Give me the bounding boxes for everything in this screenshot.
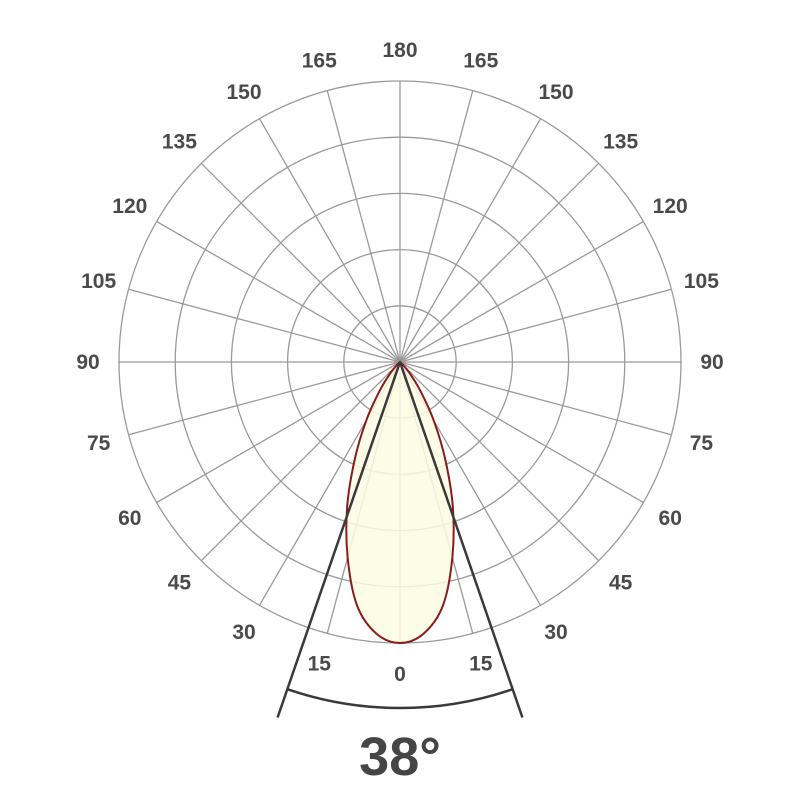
beam-edge-line: [398, 361, 524, 718]
angle-label: 75: [690, 432, 714, 455]
beam-angle-marker: [276, 361, 524, 718]
angle-label: 150: [226, 81, 261, 104]
grid-spoke: [399, 288, 672, 363]
angle-label: 45: [609, 572, 633, 595]
angle-label: 180: [382, 39, 417, 62]
grid-spoke: [399, 361, 644, 504]
grid-spoke: [399, 361, 600, 562]
angle-label: 60: [118, 507, 141, 530]
angle-label: 45: [168, 572, 192, 595]
intensity-lobe: [345, 360, 455, 645]
angle-label: 165: [463, 50, 498, 73]
angle-label: 15: [308, 652, 332, 675]
angle-label: 120: [112, 195, 147, 218]
grid-spoke: [156, 220, 401, 363]
grid-spoke: [399, 220, 644, 363]
grid-spoke: [399, 118, 542, 363]
angle-label: 90: [76, 351, 99, 374]
grid-spoke: [200, 162, 401, 363]
angle-label: 30: [544, 621, 567, 644]
angle-label: 105: [684, 270, 719, 293]
angle-label: 120: [653, 195, 688, 218]
angle-label: 30: [232, 621, 255, 644]
grid-spoke: [399, 90, 474, 363]
grid-spoke: [200, 361, 401, 562]
grid-spoke: [399, 361, 672, 436]
angle-label: 135: [603, 130, 638, 153]
intensity-curve: [345, 360, 455, 645]
grid-spoke: [399, 162, 600, 363]
angle-label: 60: [659, 507, 682, 530]
angle-label: 150: [538, 81, 573, 104]
grid-spoke: [128, 288, 401, 363]
angle-label: 15: [469, 652, 493, 675]
grid-spoke: [156, 361, 401, 504]
grid-spoke: [326, 90, 401, 363]
angle-label: 75: [87, 432, 111, 455]
angle-label: 90: [700, 351, 723, 374]
angle-label: 105: [81, 270, 116, 293]
beam-angle-label: 38°: [359, 727, 441, 787]
grid-spoke: [128, 361, 401, 436]
grid-spoke: [258, 118, 401, 363]
angle-label: 165: [302, 50, 337, 73]
beam-angle-arc: [286, 687, 514, 710]
beam-edge-line: [276, 361, 402, 718]
angle-label: 0: [394, 663, 406, 686]
angle-label: 135: [162, 130, 197, 153]
